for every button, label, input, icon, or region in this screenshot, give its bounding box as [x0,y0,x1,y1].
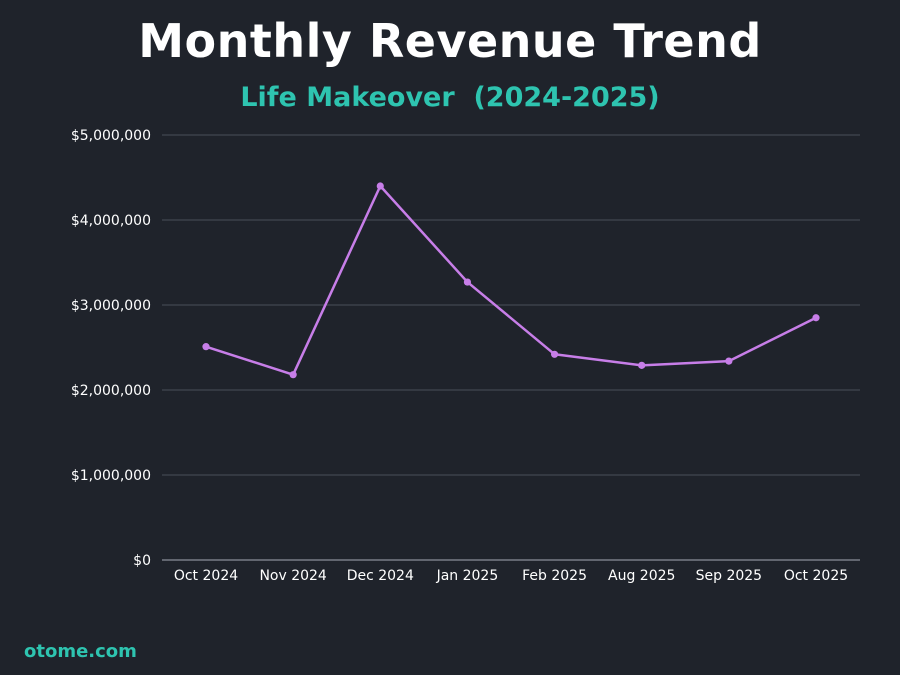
data-point [550,350,559,358]
series-revenue [202,182,820,379]
y-axis-ticks: $0 $1,000,000 $2,000,000 $3,000,000 $4,000,0… [71,128,151,569]
data-point [812,314,820,322]
chart-title: Monthly Revenue Trend [138,14,762,68]
x-tick-label: Nov 2024 [259,568,326,584]
data-point [638,361,646,369]
data-point [725,357,733,365]
y-tick-label: $1,000,000 [71,468,151,484]
brand-watermark: otome.com [24,641,137,662]
data-point [463,278,472,286]
data-point [202,343,210,351]
x-tick-label: Sep 2025 [696,568,762,584]
x-tick-label: Oct 2025 [784,568,848,584]
y-tick-label: $2,000,000 [71,383,151,399]
y-tick-label: $5,000,000 [71,128,151,144]
x-tick-label: Aug 2025 [608,568,675,584]
gridlines [162,134,860,561]
y-tick-label: $0 [133,553,151,569]
x-tick-label: Oct 2024 [174,568,238,584]
x-axis-ticks: Oct 2024 Nov 2024 Dec 2024 Jan 2025 Feb 2025… [174,568,848,584]
data-point [289,371,297,379]
series-line [204,184,818,376]
chart-subtitle: Life Makeover (2024-2025) [240,82,660,113]
data-point [376,182,384,190]
x-tick-label: Dec 2024 [347,568,414,584]
y-tick-label: $4,000,000 [71,213,151,229]
x-tick-label: Jan 2025 [436,568,499,584]
x-tick-label: Feb 2025 [522,568,587,584]
y-tick-label: $3,000,000 [71,298,151,314]
